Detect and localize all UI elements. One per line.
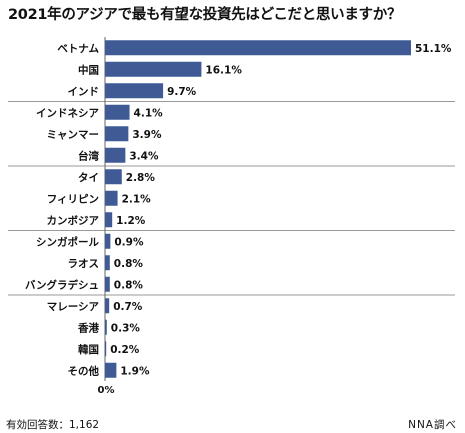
- value-label: 51.1%: [415, 43, 452, 55]
- value-label: 2.8%: [126, 172, 156, 184]
- bar-13: [105, 298, 110, 314]
- category-label: インドネシア: [36, 107, 99, 119]
- bar-11: [105, 255, 110, 271]
- bar-3: [105, 83, 164, 99]
- source-note: NNA調べ: [408, 419, 457, 431]
- bar-16: [105, 362, 117, 378]
- category-label: カンボジア: [47, 214, 100, 227]
- category-label: ラオス: [68, 258, 100, 270]
- bar-15: [105, 341, 107, 357]
- bar-5: [105, 126, 129, 142]
- category-label: その他: [68, 364, 100, 377]
- value-label: 9.7%: [167, 86, 197, 98]
- bar-8: [105, 190, 118, 206]
- bar-1: [105, 40, 411, 56]
- category-label: フィリピン: [47, 193, 99, 205]
- value-label: 16.1%: [205, 64, 242, 76]
- value-label: 0.8%: [114, 279, 144, 291]
- chart-title: 2021年のアジアで最も有望な投資先はどこだと思いますか？: [8, 7, 402, 23]
- category-label: マレーシア: [47, 301, 100, 313]
- category-label: 中国: [78, 63, 99, 76]
- value-label: 0.9%: [114, 236, 144, 248]
- bar-6: [105, 147, 126, 163]
- bar-4: [105, 104, 130, 120]
- value-label: 0.2%: [110, 344, 140, 356]
- bar-2: [105, 61, 202, 77]
- respondent-count: 有効回答数：1,162: [6, 419, 100, 431]
- category-label: タイ: [78, 172, 99, 184]
- bar-7: [105, 169, 122, 185]
- category-label: 香港: [77, 321, 99, 334]
- value-label: 4.1%: [134, 107, 164, 119]
- bar-14: [105, 319, 107, 335]
- category-label: 韓国: [78, 343, 99, 356]
- category-label: シンガポール: [36, 235, 99, 248]
- x-axis-zero-label: 0%: [98, 385, 115, 396]
- category-label: 台湾: [78, 149, 99, 162]
- category-label: ベトナム: [57, 43, 99, 55]
- value-label: 3.9%: [132, 129, 162, 141]
- category-label: インド: [68, 86, 100, 98]
- bar-10: [105, 233, 111, 249]
- category-label: ミャンマー: [47, 129, 100, 141]
- value-label: 1.9%: [120, 365, 150, 377]
- value-label: 1.2%: [116, 215, 146, 227]
- value-label: 0.3%: [111, 322, 141, 334]
- value-label: 0.7%: [113, 301, 143, 313]
- bar-12: [105, 276, 110, 292]
- category-label: バングラデシュ: [25, 278, 99, 291]
- value-label: 2.1%: [122, 193, 152, 205]
- value-label: 3.4%: [129, 150, 159, 162]
- value-label: 0.8%: [114, 258, 144, 270]
- bar-9: [105, 212, 113, 228]
